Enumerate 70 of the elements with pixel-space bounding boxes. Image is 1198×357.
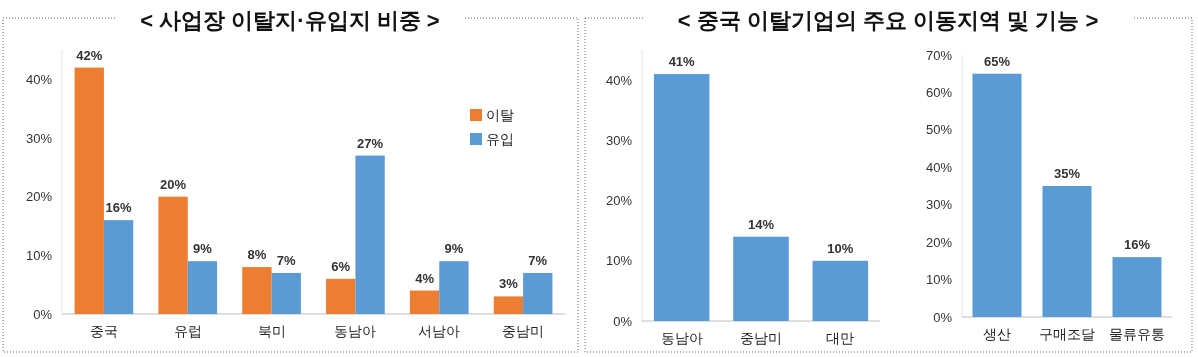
y-tick-label: 0% [933,309,953,325]
y-tick-label: 30% [605,132,633,148]
bar [493,296,524,314]
bar [187,261,218,314]
x-tick-label: 서남아 [418,323,461,339]
bar [74,67,104,314]
data-label: 20% [160,176,187,192]
x-tick-label: 생산 [983,326,1011,342]
legend-label: 이탈 [486,106,514,123]
y-tick-label: 30% [925,197,953,213]
x-tick-label: 물류유통 [1109,326,1165,342]
data-label: 41% [668,54,696,70]
y-tick-label: 20% [25,189,53,205]
data-label: 4% [415,270,435,286]
chart-title: < 중국 이탈기업의 주요 이동지역 및 기능 > [677,8,1099,33]
bar [271,272,301,314]
chart-title: < 사업장 이탈지·유입지 비중 > [140,8,440,33]
bar [523,272,553,314]
y-tick-label: 60% [925,84,953,100]
y-tick-label: 0% [33,306,53,322]
data-label: 16% [105,200,133,216]
bar [103,220,134,314]
bar [1042,186,1092,317]
data-label: 8% [247,247,267,263]
x-tick-label: 북미 [257,323,286,339]
data-label: 7% [528,252,548,268]
bar [439,261,469,314]
y-tick-label: 20% [605,193,633,209]
bar [355,155,385,314]
y-tick-label: 0% [613,313,633,329]
data-label: 9% [444,241,464,257]
x-tick-label: 동남아 [334,323,377,339]
bar [158,196,188,314]
y-tick-label: 40% [25,71,53,87]
bar [733,236,789,321]
x-tick-label: 유럽 [173,323,202,339]
data-label: 10% [827,240,854,256]
x-tick-label: 중국 [89,323,118,339]
x-tick-label: 중남미 [502,323,545,339]
data-label: 35% [1053,166,1081,181]
x-tick-label: 대만 [826,330,855,346]
bar [972,73,1022,317]
y-tick-label: 40% [605,72,633,88]
data-label: 42% [76,47,103,63]
data-label: 27% [357,135,384,151]
x-tick-label: 구매조달 [1039,326,1095,342]
data-label: 65% [983,53,1011,69]
x-tick-label: 동남아 [660,330,703,346]
data-label: 9% [193,241,213,257]
data-label: 3% [499,276,519,292]
y-tick-label: 30% [25,130,53,146]
y-tick-label: 10% [925,272,953,288]
y-tick-label: 20% [925,234,953,250]
data-label: 7% [276,252,297,268]
bar [409,290,440,314]
data-label: 14% [747,216,775,232]
y-tick-label: 70% [925,47,953,63]
data-label: 6% [331,258,351,274]
bar [326,278,356,314]
legend-label: 유입 [486,130,514,147]
bar [812,260,869,321]
y-tick-label: 10% [25,247,53,263]
x-tick-label: 중남미 [740,330,782,346]
bar [653,74,710,321]
y-tick-label: 40% [925,159,953,175]
bar [242,267,272,314]
y-tick-label: 10% [605,253,633,269]
y-tick-label: 50% [925,122,953,138]
bar [1112,257,1162,317]
data-label: 16% [1123,237,1151,253]
